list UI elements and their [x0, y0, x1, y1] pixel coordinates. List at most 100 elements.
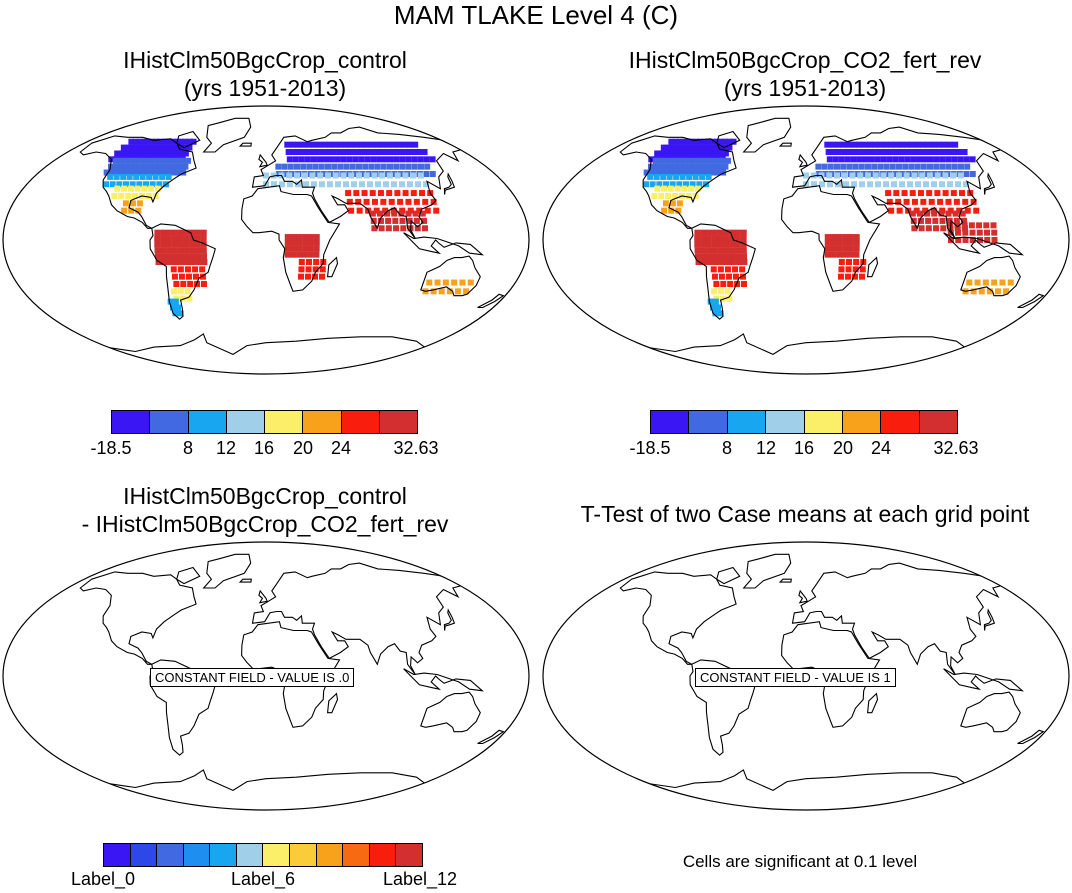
grid-cell: [177, 288, 184, 295]
grid-cell: [717, 229, 724, 236]
coastline-antarctica: [634, 333, 978, 356]
grid-cell: [353, 141, 360, 148]
grid-cell: [962, 237, 969, 243]
grid-cell: [908, 163, 915, 170]
coastline-namerica: [619, 135, 737, 229]
grid-cell: [307, 239, 314, 246]
grid-cell: [141, 185, 148, 192]
grid-cell: [648, 163, 655, 170]
grid-cell: [875, 181, 882, 188]
grid-cell: [883, 181, 890, 188]
map-panel-difference: [2, 541, 530, 811]
grid-cell: [178, 253, 185, 260]
grid-cell: [826, 156, 833, 163]
grid-cell: [189, 259, 196, 265]
grid-cell: [359, 171, 366, 177]
grid-cell: [284, 141, 291, 148]
grid-cell: [994, 288, 1001, 295]
grid-cell: [888, 172, 895, 179]
grid-cell: [729, 259, 736, 265]
grid-cell: [999, 279, 1006, 286]
grid-cell: [673, 144, 680, 151]
grid-cell: [340, 172, 347, 179]
grid-cell: [285, 149, 292, 155]
grid-cell: [836, 245, 843, 252]
grid-cell: [973, 207, 980, 214]
grid-cell: [914, 141, 921, 148]
grid-cell: [195, 259, 202, 265]
grid-cell: [114, 185, 121, 192]
colorbar-swatch: [842, 411, 882, 433]
grid-cell: [860, 171, 867, 177]
grid-cell: [868, 156, 875, 163]
grid-cell: [711, 229, 718, 236]
grid-cell: [741, 259, 748, 265]
grid-cell: [899, 149, 906, 155]
grid-cell: [319, 149, 326, 155]
grid-cell: [686, 173, 693, 180]
grid-cell: [964, 163, 971, 170]
grid-cell: [379, 172, 386, 179]
grid-cell: [730, 138, 737, 145]
coastline-japan: [443, 608, 456, 631]
grid-cell: [723, 229, 730, 236]
grid-cell: [846, 163, 853, 170]
grid-cell: [677, 163, 684, 170]
grid-cell: [852, 266, 859, 273]
grid-cell: [385, 217, 392, 224]
grid-cell: [926, 163, 933, 170]
grid-cell: [355, 172, 362, 179]
grid-cell: [275, 163, 282, 170]
grid-cell: [933, 149, 940, 155]
grid-cell: [704, 169, 711, 176]
grid-cell: [842, 239, 849, 246]
grid-cell: [270, 172, 277, 179]
grid-cell: [704, 144, 711, 151]
main-title: MAM TLAKE Level 4 (C): [393, 0, 679, 30]
colorbar-tick: 16: [253, 438, 275, 458]
grid-cell: [709, 150, 716, 157]
grid-cell: [689, 181, 696, 188]
grid-cell: [893, 149, 900, 155]
grid-cell: [865, 149, 872, 155]
grid-cell: [932, 217, 939, 224]
grid-cell: [717, 144, 724, 151]
grid-cell: [871, 163, 878, 170]
grid-cell: [422, 198, 429, 205]
grid-cell: [419, 210, 426, 217]
colorbar-swatch: [263, 844, 291, 866]
grid-cell: [177, 241, 184, 248]
grid-cell: [123, 150, 130, 157]
grid-cell: [413, 198, 420, 205]
grid-cell: [692, 163, 699, 170]
grid-cell: [132, 150, 139, 157]
grid-cell: [666, 173, 673, 180]
grid-cell: [155, 144, 162, 151]
grid-cell: [838, 156, 845, 163]
coastline-britain: [798, 153, 808, 168]
grid-cell: [114, 150, 121, 157]
grid-cell: [159, 173, 166, 180]
grid-cell: [669, 144, 676, 151]
grid-cell: [712, 298, 719, 305]
grid-cell: [664, 169, 671, 176]
grid-cell: [729, 247, 736, 254]
grid-cell: [663, 150, 670, 157]
grid-cell: [662, 157, 669, 164]
grid-cell: [903, 198, 910, 205]
colorbar-swatch: [727, 411, 767, 433]
coastline-africa: [241, 185, 341, 292]
grid-cell: [154, 235, 161, 242]
coastline-madagascar: [866, 256, 879, 278]
grid-cell: [156, 157, 163, 164]
grid-cell: [118, 193, 125, 199]
grid-cell: [957, 172, 964, 179]
grid-cell: [165, 157, 172, 164]
grid-cell: [963, 171, 970, 177]
grid-cell: [302, 245, 309, 252]
grid-cell: [699, 173, 706, 180]
grid-cell: [937, 171, 944, 177]
grid-cell: [400, 225, 407, 232]
grid-cell: [149, 169, 156, 176]
grid-cell: [200, 241, 207, 248]
